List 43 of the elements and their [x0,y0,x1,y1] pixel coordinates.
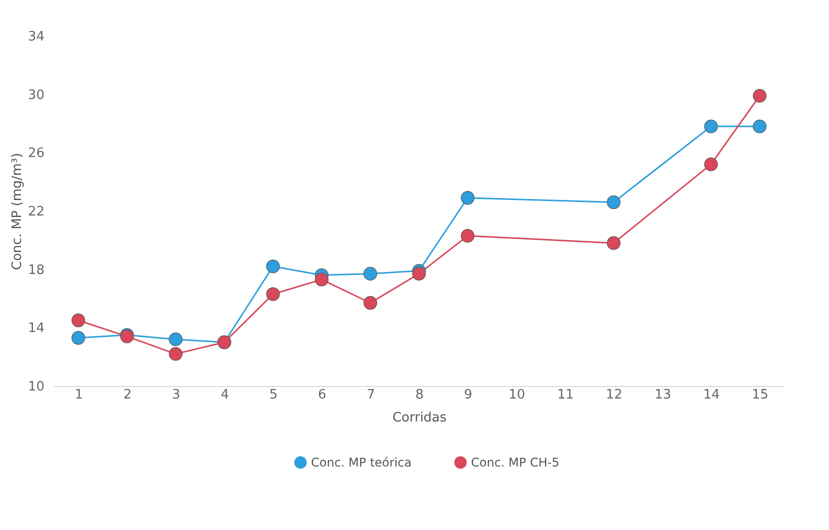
x-tick-label: 11 [557,388,574,402]
x-tick-label: 5 [269,388,278,402]
y-tick-label: 18 [28,262,44,278]
point [364,266,378,281]
x-tick-label: 2 [123,388,132,402]
point [752,120,766,134]
point [460,191,474,205]
point [752,88,766,103]
x-tick-label: 1 [74,388,83,402]
y-tick-label: 22 [28,204,44,220]
point [72,314,86,328]
x-tick-label: 7 [366,388,375,402]
x-tick-label: 15 [752,388,768,402]
x-tick-label: 12 [606,388,622,402]
point [168,347,182,361]
x-tick-label: 8 [415,388,424,402]
x-axis-title: Corridas [392,410,447,426]
point [72,331,86,345]
point [704,120,718,134]
point [168,332,182,346]
point [314,272,328,286]
point [606,195,620,210]
y-axis-title: Conc. MP (mg/m³) [10,152,25,270]
point [364,296,378,310]
x-tick-label: 9 [464,388,472,402]
point [266,260,280,274]
x-tick-label: 6 [318,388,326,402]
point [460,228,474,243]
y-tick-label: 26 [28,146,44,162]
x-tick-label: 13 [654,388,672,402]
x-tick-label: 10 [508,388,526,402]
point [266,287,280,301]
x-tick-label: 14 [703,388,720,402]
legend-label: Conc. MP teórica [311,456,412,470]
point [704,158,718,172]
legend-label: Conc. MP CH-5 [471,456,560,470]
y-tick-label: 30 [28,88,44,103]
point [606,236,620,250]
y-tick-label: 14 [28,321,44,336]
y-tick-label: 34 [28,30,44,44]
x-tick-label: 4 [220,388,229,402]
point [412,266,426,281]
x-tick-label: 3 [172,388,180,402]
